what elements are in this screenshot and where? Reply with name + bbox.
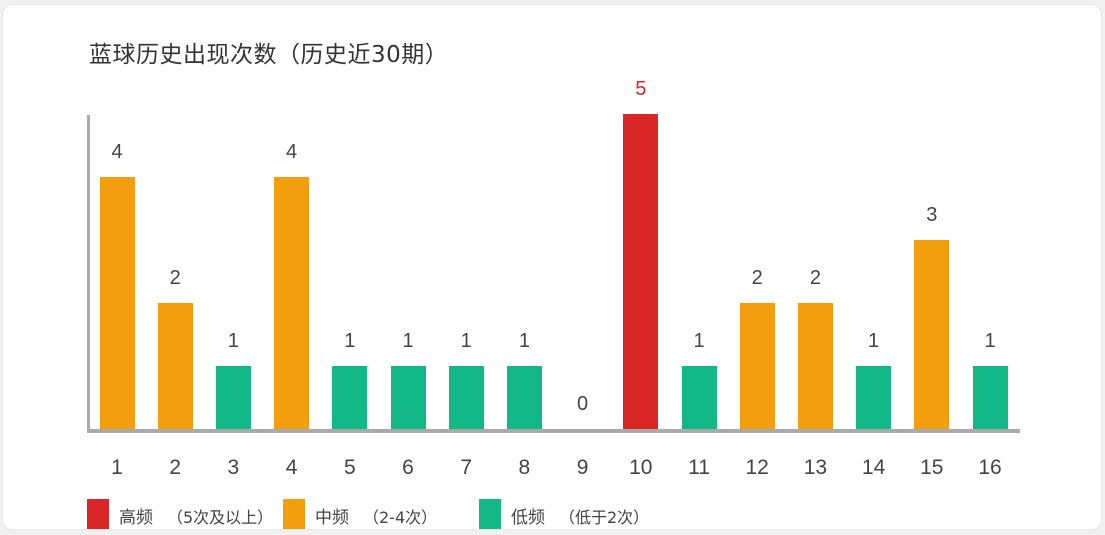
bar-15 (914, 240, 950, 429)
category-label-15: 15 (920, 456, 944, 479)
value-label-1: 4 (111, 141, 123, 163)
legend-swatch-high (87, 499, 109, 529)
bar-13 (797, 303, 833, 429)
category-label-2: 2 (169, 456, 182, 479)
category-label-13: 13 (803, 456, 828, 479)
value-label-9: 0 (577, 393, 589, 415)
bar-12 (739, 303, 775, 429)
value-label-15: 3 (926, 204, 938, 226)
value-label-3: 1 (227, 330, 239, 352)
value-label-6: 1 (402, 330, 414, 352)
bar-8 (506, 366, 542, 429)
category-label-9: 9 (576, 456, 589, 479)
value-label-4: 4 (286, 141, 298, 163)
bar-3 (215, 366, 251, 429)
category-label-12: 12 (745, 456, 769, 479)
chart-title: 蓝球历史出现次数（历史近30期） (89, 42, 449, 68)
legend-swatch-mid (283, 499, 305, 529)
y-axis (87, 115, 90, 433)
bar-2 (157, 303, 193, 429)
value-label-11: 1 (693, 330, 705, 352)
category-label-8: 8 (518, 456, 531, 479)
legend-label-high: 高频 (119, 508, 153, 528)
legend-range-high: （5次及以上） (167, 508, 274, 527)
value-label-16: 1 (984, 330, 996, 352)
category-label-11: 11 (688, 456, 710, 479)
legend-swatch-low (479, 499, 501, 529)
category-label-4: 4 (285, 456, 298, 479)
bar-16 (972, 366, 1008, 429)
bar-10 (623, 114, 659, 429)
bar-4 (274, 177, 310, 429)
plot-area: 4 1 2 2 1 3 4 4 1 5 1 6 1 7 1 8 0 9 5 10 1 11 2 12 2 13 1 14 3 15 1 16 (87, 5, 1027, 485)
bar-6 (390, 366, 426, 429)
legend-label-mid: 中频 (315, 508, 349, 528)
category-label-1: 1 (111, 456, 123, 479)
legend-range-mid: （2-4次） (363, 508, 438, 527)
legend-range-low: （低于2次） (559, 508, 650, 527)
category-label-14: 14 (861, 456, 886, 479)
value-label-8: 1 (518, 330, 530, 352)
value-label-13: 2 (809, 267, 821, 289)
bar-1 (99, 177, 135, 429)
category-label-5: 5 (343, 456, 356, 479)
bar-14 (856, 366, 892, 429)
category-label-16: 16 (978, 456, 1002, 479)
category-label-6: 6 (402, 456, 414, 479)
value-label-12: 2 (751, 267, 763, 289)
category-label-10: 10 (629, 456, 653, 479)
value-label-14: 1 (868, 330, 880, 352)
bar-11 (681, 366, 717, 429)
category-label-3: 3 (227, 456, 240, 479)
category-label-7: 7 (460, 456, 473, 479)
bar-7 (448, 366, 484, 429)
chart-card: 蓝球历史出现次数（历史近30期） 4 1 2 2 1 3 4 4 1 5 1 6 1 7 1 8 0 9 5 10 1 1… (2, 4, 1102, 530)
value-label-5: 1 (344, 330, 356, 352)
value-label-10: 5 (635, 78, 647, 100)
value-label-7: 1 (460, 330, 472, 352)
x-axis (87, 429, 1020, 433)
value-label-2: 2 (169, 267, 181, 289)
bar-5 (332, 366, 368, 429)
legend-label-low: 低频 (511, 508, 545, 528)
